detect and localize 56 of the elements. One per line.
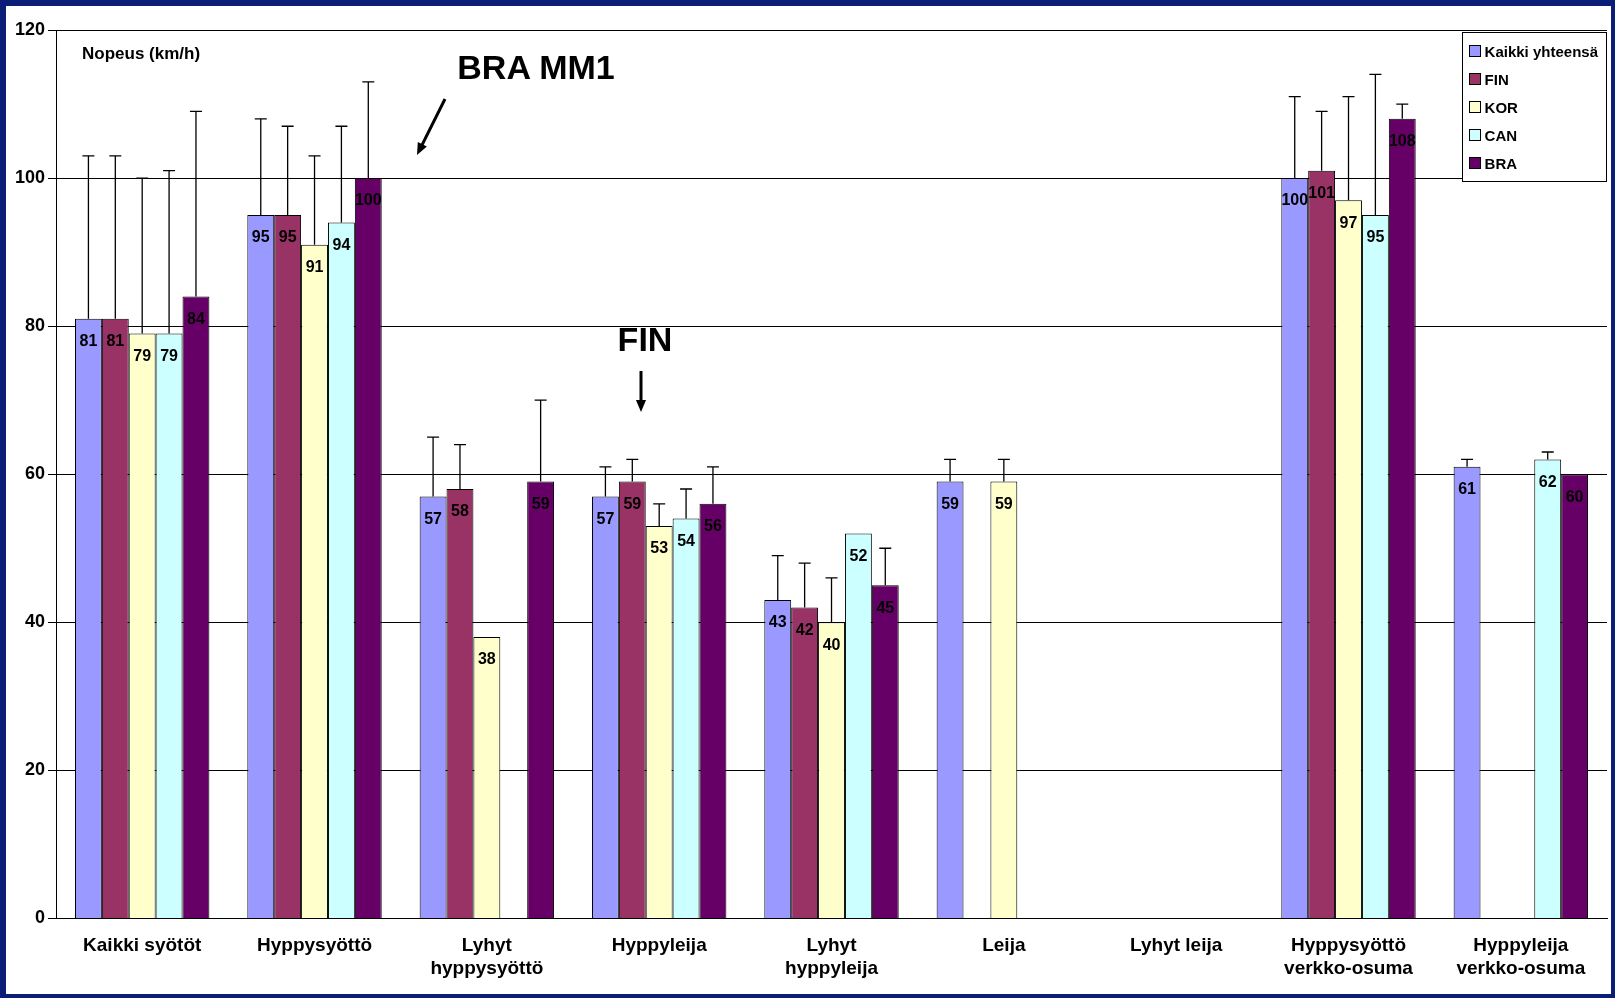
data-label: 57	[596, 509, 615, 527]
data-label: 79	[133, 346, 152, 364]
annotation: BRA MM1	[457, 48, 615, 87]
y-tick-label: 120	[14, 18, 46, 39]
data-label: 53	[650, 539, 669, 557]
y-tick-label: 40	[25, 611, 46, 632]
legend-label: CAN	[1484, 126, 1518, 144]
y-tick-label: 100	[14, 167, 46, 188]
data-label: 45	[876, 598, 895, 616]
data-label: 43	[768, 613, 787, 631]
data-label: 59	[531, 495, 550, 513]
data-label: 84	[187, 309, 205, 327]
legend-label: KOR	[1484, 98, 1518, 116]
data-label: 52	[849, 546, 868, 564]
x-tick-label: Hyppysyöttö verkko-osuma	[1284, 934, 1414, 978]
data-label: 61	[1458, 480, 1477, 498]
data-label: 54	[677, 532, 696, 550]
annotation: FIN	[617, 320, 673, 359]
data-label: 42	[795, 620, 814, 638]
x-tick-label: Lyhyt hyppysyöttö	[430, 934, 544, 978]
data-label: 40	[822, 635, 841, 653]
data-label: 97	[1339, 213, 1358, 231]
data-label: 100	[354, 191, 382, 209]
data-label: 56	[704, 517, 722, 535]
data-label: 38	[477, 650, 496, 668]
x-tick-label: Leija	[982, 934, 1026, 956]
y-tick-label: 0	[35, 907, 46, 928]
x-tick-label: Kaikki syötöt	[83, 934, 202, 956]
x-tick-label: Lyhyt leija	[1130, 934, 1223, 956]
data-label: 95	[251, 228, 270, 246]
data-label: 59	[623, 495, 642, 513]
y-axis-title: Nopeus (km/h)	[82, 43, 201, 63]
data-label: 81	[79, 332, 98, 350]
data-label: 59	[941, 495, 960, 513]
legend-label: BRA	[1484, 154, 1518, 172]
legend-label: Kaikki yhteensä	[1484, 42, 1598, 60]
data-label: 95	[1366, 228, 1385, 246]
data-label: 57	[424, 509, 443, 527]
data-label: 81	[106, 332, 125, 350]
y-tick-label: 80	[25, 315, 46, 336]
x-tick-label: Hyppyleija verkko-osuma	[1456, 934, 1586, 978]
legend-label: FIN	[1484, 70, 1509, 88]
data-label: 95	[278, 228, 297, 246]
x-tick-label: Lyhyt hyppyleija	[785, 934, 879, 978]
data-label: 91	[305, 258, 324, 276]
data-label: 60	[1565, 487, 1584, 505]
y-tick-label: 60	[25, 463, 46, 484]
data-label: 94	[332, 235, 351, 253]
data-label: 79	[160, 346, 179, 364]
y-tick-label: 20	[25, 759, 46, 780]
data-label: 59	[994, 495, 1013, 513]
data-label: 58	[451, 502, 469, 520]
data-label: 62	[1538, 472, 1557, 490]
x-tick-label: Hyppyleija	[611, 934, 708, 956]
x-tick-label: Hyppysyöttö	[256, 934, 373, 956]
data-label: 108	[1388, 132, 1416, 150]
